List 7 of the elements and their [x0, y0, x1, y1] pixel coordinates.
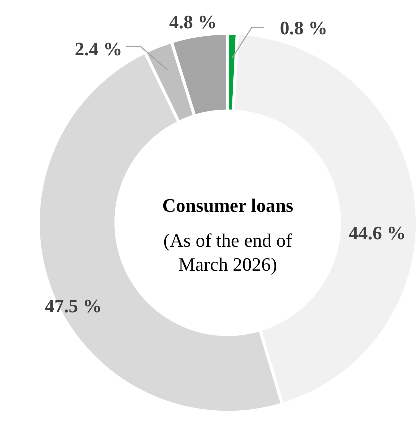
text: Consumer loans — [161, 196, 295, 218]
data-label: 0.8 % — [280, 18, 328, 40]
text: (As of the end of March 2026) — [162, 230, 294, 278]
data-label: 47.5 % — [45, 296, 102, 318]
data-label: 2.4 % — [75, 39, 122, 60]
data-label: 4.8 % — [170, 12, 218, 34]
data-label: 44.6 % — [349, 224, 406, 245]
